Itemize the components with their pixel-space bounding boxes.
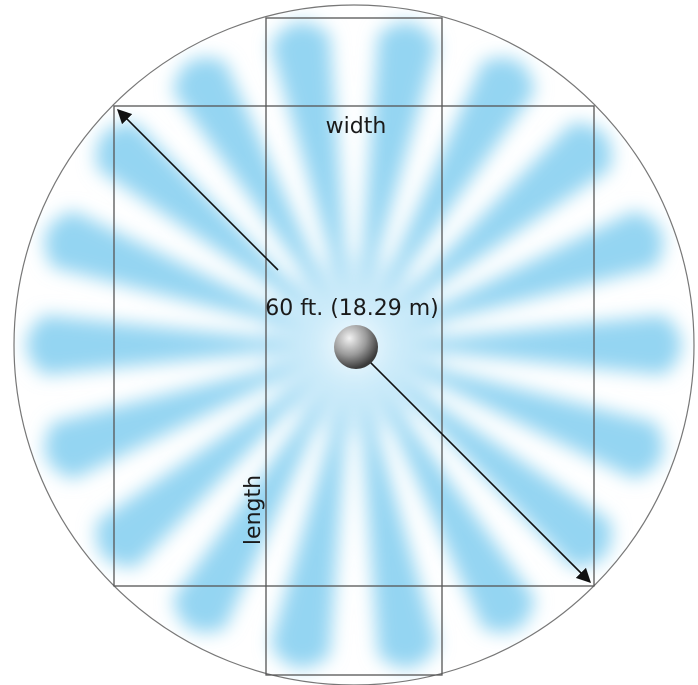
spray-spoke [357, 22, 438, 326]
diameter-arrow-lower [347, 339, 592, 584]
spray-spoke [173, 57, 344, 328]
spray-spoke [96, 122, 339, 333]
diameter-label: 60 ft. (18.29 m) [265, 296, 439, 321]
spray-spoke [372, 351, 664, 480]
diameter-arrow-upper [116, 108, 279, 271]
spray-spoke [357, 364, 438, 668]
spray-spoke [44, 351, 336, 480]
spray-spoke [270, 364, 351, 668]
coverage-spray [26, 22, 682, 668]
spray-spoke [26, 315, 334, 375]
spray-spoke [364, 362, 535, 633]
spray-spoke [369, 357, 612, 568]
width-label: width [326, 114, 387, 139]
coverage-circle [13, 4, 695, 685]
spray-spoke [44, 210, 336, 339]
spray-spoke [372, 210, 664, 339]
coverage-rectangle-wide [113, 105, 595, 587]
spray-spoke [270, 22, 351, 326]
coverage-rectangle-tall [265, 17, 443, 676]
spray-spoke [369, 122, 612, 333]
sensor-icon [334, 325, 378, 369]
spray-spoke [364, 57, 535, 328]
spray-spoke [96, 357, 339, 568]
spray-spoke [173, 362, 344, 633]
length-label: length [241, 475, 266, 545]
spray-spoke [374, 315, 682, 375]
